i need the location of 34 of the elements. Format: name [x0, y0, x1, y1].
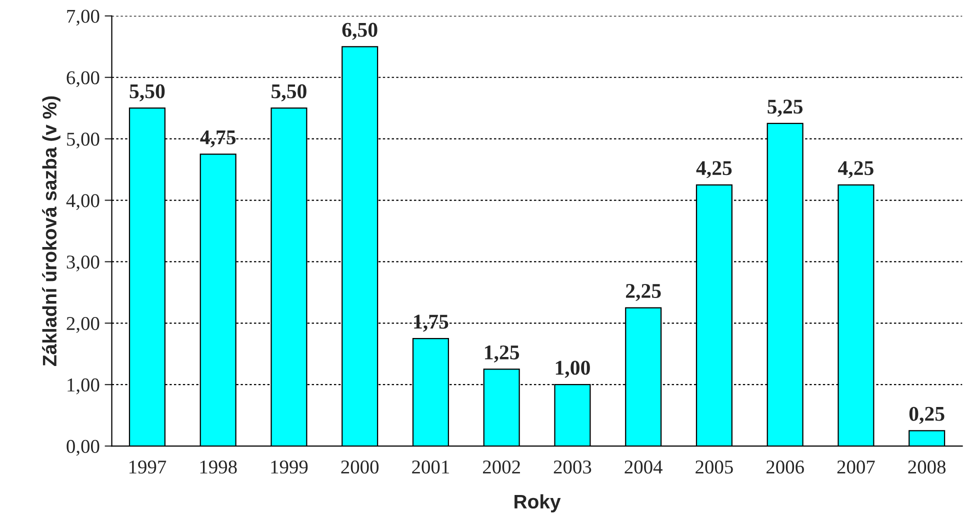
y-tick-label: 4,00: [66, 194, 100, 210]
x-tick-label: 2004: [624, 460, 662, 474]
x-tick-label: 2008: [908, 460, 946, 474]
x-tick-label: 1999: [271, 460, 308, 474]
data-label: 4,75: [200, 130, 236, 148]
y-tick-label: 1,00: [68, 378, 100, 394]
data-label: 1,00: [556, 360, 590, 378]
x-tick-label: 2005: [696, 460, 733, 474]
y-tick-label: 7,00: [67, 10, 100, 26]
data-label: 5,50: [130, 84, 165, 102]
y-tick-label: 0,00: [66, 440, 100, 456]
x-tick-label: 2000: [341, 460, 379, 474]
data-label: 2,25: [626, 284, 661, 302]
x-axis-title: Roky: [514, 494, 561, 512]
x-tick-label: 2001: [412, 460, 449, 474]
y-tick-label: 6,00: [66, 71, 100, 88]
data-label: 6,50: [342, 22, 378, 40]
x-tick-label: 1997: [129, 460, 166, 474]
data-label: 1,75: [414, 314, 448, 332]
data-label: 0,25: [909, 406, 944, 424]
y-tick-label: 2,00: [66, 316, 100, 333]
y-tick-label: 5,00: [67, 132, 100, 149]
y-tick-label: 3,00: [66, 256, 100, 272]
x-tick-label: 2002: [483, 460, 520, 474]
x-tick-label: 1998: [200, 460, 237, 474]
data-label: 4,25: [838, 161, 874, 178]
x-tick-label: 2003: [554, 460, 592, 474]
x-tick-label: 2007: [837, 460, 875, 474]
data-label: 5,50: [272, 84, 306, 102]
data-label: 5,25: [768, 100, 803, 117]
data-label: 1,25: [485, 345, 520, 362]
y-axis-title: Základní úroková sazba (v %): [42, 96, 60, 366]
data-label: 4,25: [696, 161, 732, 178]
x-tick-label: 2006: [766, 460, 804, 474]
